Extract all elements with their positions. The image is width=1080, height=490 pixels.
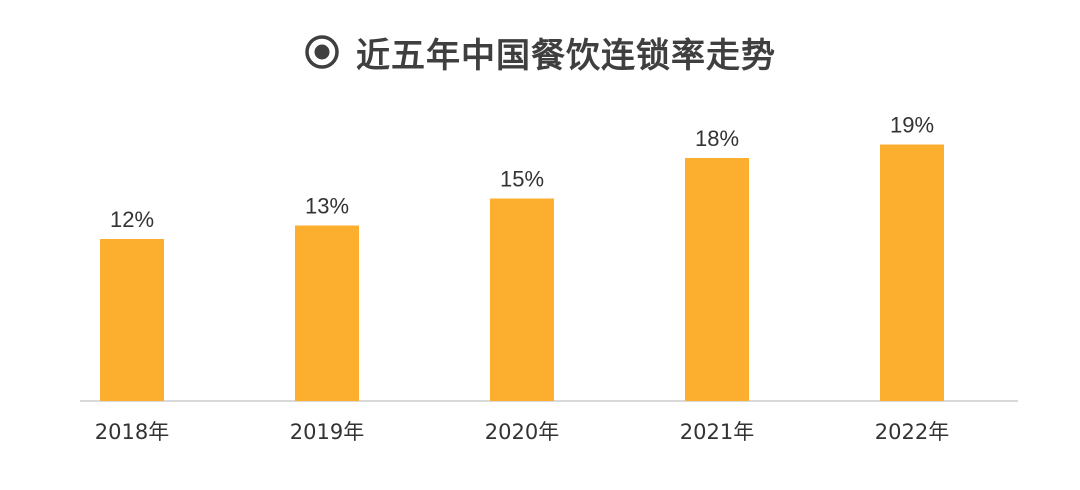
x-tick-label-4: 2021年 [680, 420, 754, 444]
bar-2 [295, 225, 359, 401]
value-label-2: 13% [305, 194, 349, 219]
bar-1 [100, 239, 164, 401]
x-tick-label-2: 2019年 [290, 420, 364, 444]
x-tick-label-3: 2020年 [485, 420, 559, 444]
bar-4 [685, 158, 749, 401]
x-tick-label-5: 2022年 [875, 420, 949, 444]
bar-3 [490, 198, 554, 401]
value-label-3: 15% [500, 167, 544, 192]
x-tick-label-1: 2018年 [95, 420, 169, 444]
value-label-5: 19% [890, 113, 934, 138]
chart-title: 近五年中国餐饮连锁率走势 [356, 35, 776, 76]
radio-target-icon [305, 35, 339, 69]
bar-5 [880, 144, 944, 401]
value-label-1: 12% [110, 207, 154, 232]
value-label-4: 18% [695, 126, 739, 151]
chart-title-row: 近五年中国餐饮连锁率走势 [0, 22, 1080, 82]
